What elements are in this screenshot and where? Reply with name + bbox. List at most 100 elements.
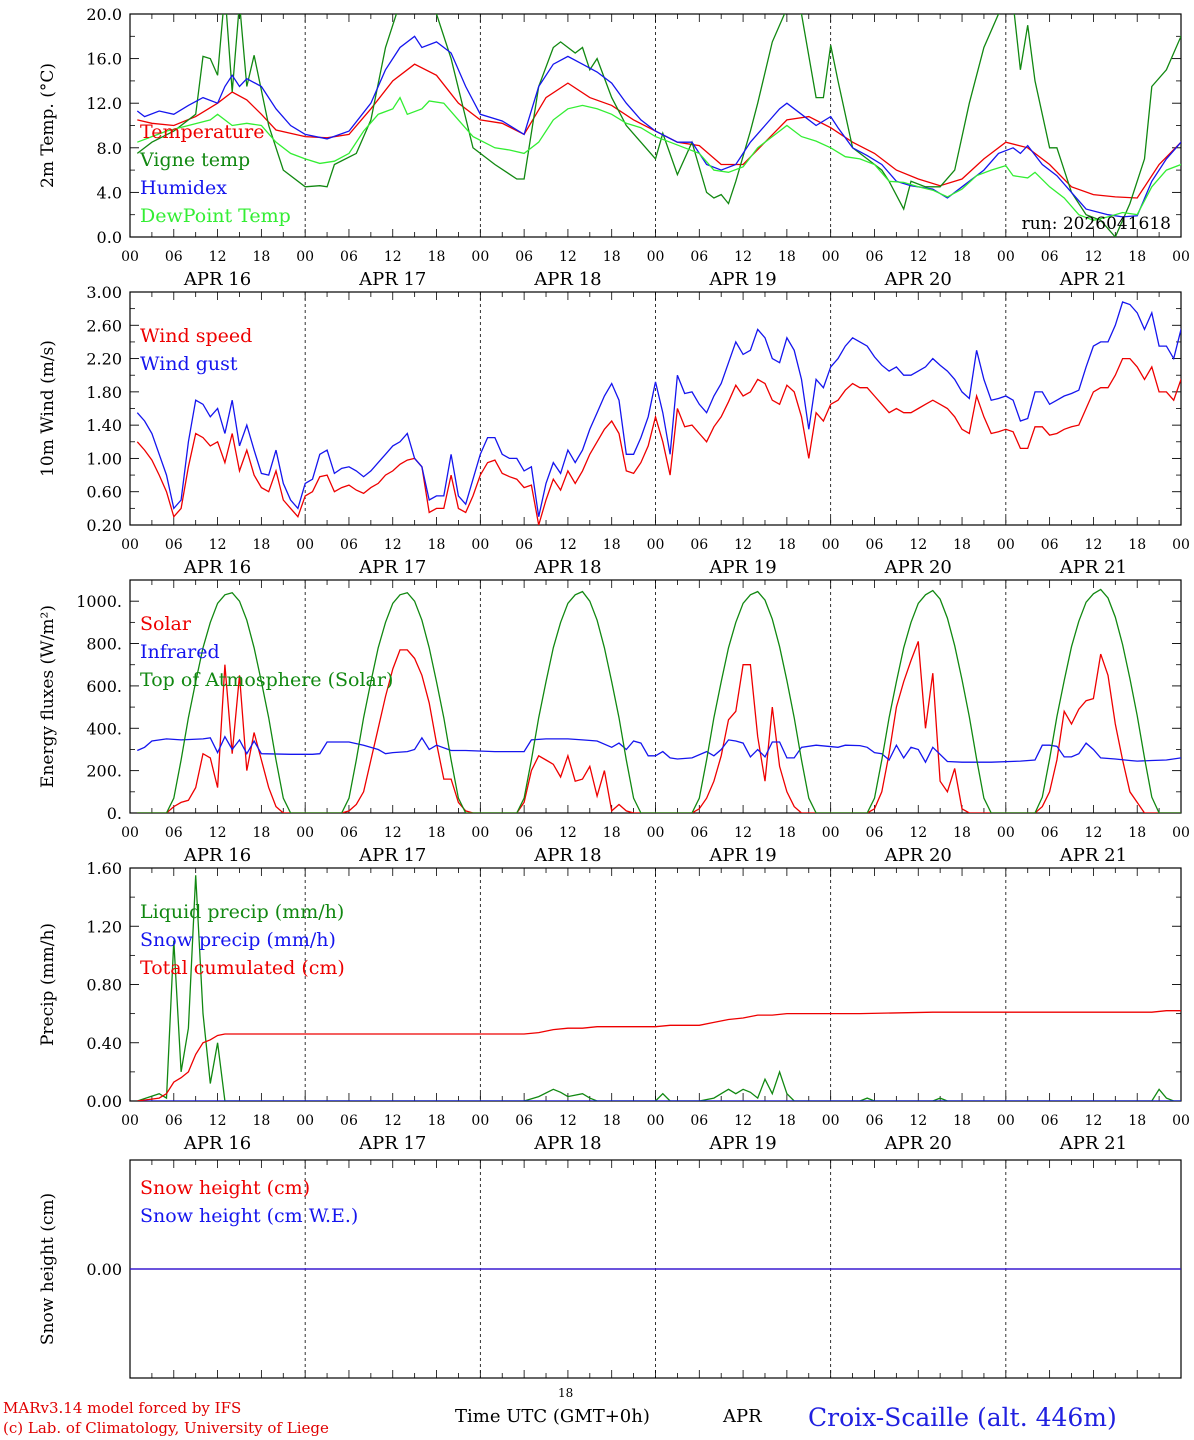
day-label: APR 18 (533, 269, 601, 290)
day-label: APR 20 (884, 1133, 952, 1154)
y-axis-label: Precip (mm/h) (38, 923, 58, 1046)
x-tick-label: 06 (165, 825, 183, 841)
x-axis-title: Time UTC (GMT+0h) (455, 1406, 650, 1427)
x-tick-label: 18 (953, 249, 971, 265)
x-tick-label: 00 (647, 537, 665, 553)
x-tick-label: 00 (1172, 537, 1190, 553)
y-axis-label: 2m Temp. (°C) (38, 63, 58, 188)
y-axis-label: Energy fluxes (W/m²) (38, 605, 58, 788)
day-label: APR 17 (358, 269, 426, 290)
legend-entry: Solar (140, 613, 192, 635)
x-tick-label: 06 (690, 249, 708, 265)
x-tick-label: 12 (909, 249, 927, 265)
day-label: APR 19 (708, 557, 776, 578)
legend-entry: Vigne temp (139, 149, 250, 171)
x-tick-label: 06 (690, 825, 708, 841)
x-tick-label: 12 (209, 1113, 227, 1129)
x-axis-month: APR (723, 1406, 762, 1427)
y-axis-label: Snow height (cm) (38, 1193, 58, 1345)
day-label: APR 21 (1059, 845, 1127, 866)
x-tick-label: 12 (1085, 249, 1103, 265)
x-tick-label: 18 (778, 825, 796, 841)
x-tick-label: 06 (340, 249, 358, 265)
x-tick-label: 12 (209, 825, 227, 841)
x-tick-label: 06 (1041, 1113, 1059, 1129)
x-tick-label: 00 (997, 537, 1015, 553)
x-tick-label: 06 (340, 1113, 358, 1129)
run-annotation: run: 2026041618 (1022, 214, 1171, 234)
x-tick-label: 18 (603, 249, 621, 265)
x-tick-label: 18 (428, 825, 446, 841)
day-label: APR 21 (1059, 1133, 1127, 1154)
x-tick-label: 18 (778, 1113, 796, 1129)
y-tick-label: 1.60 (86, 859, 122, 878)
legend-entry: Snow height (cm W.E.) (140, 1205, 358, 1227)
x-tick-label: 18 (252, 249, 270, 265)
x-tick-label: 06 (690, 537, 708, 553)
y-tick-label: 4.0 (97, 183, 122, 202)
plot-frame (129, 13, 1182, 238)
day-label: APR 18 (533, 845, 601, 866)
chart-wind: 0.20 0.60 1.00 1.40 1.80 2.20 2.60 3.00 10m Wind… (38, 283, 1190, 578)
x-tick-label: 00 (121, 1113, 139, 1129)
series-line-vigne-temp (136, 14, 1181, 237)
x-tick-label: 12 (209, 537, 227, 553)
day-label: APR 17 (358, 557, 426, 578)
x-tick-label: 12 (559, 825, 577, 841)
station-title: Croix-Scaille (alt. 446m) (808, 1403, 1117, 1432)
y-tick-label: 0.0 (97, 228, 122, 247)
model-credit: MARv3.14 model forced by IFS (3, 1399, 242, 1417)
legend-entry: Temperature (140, 121, 264, 143)
meteogram-charts: 0.0 4.0 8.0 12.0 16.0 20.0 2m Temp. (°C) 00 06 12… (38, 5, 1190, 1379)
x-tick-label: 00 (1172, 1113, 1190, 1129)
legend-entry: Wind speed (140, 325, 252, 347)
day-label: APR 20 (884, 557, 952, 578)
x-tick-label: 00 (822, 825, 840, 841)
x-tick-label: 00 (471, 825, 489, 841)
y-tick-label: 8.0 (97, 139, 122, 158)
x-tick-label: 00 (822, 249, 840, 265)
day-label: APR 20 (884, 269, 952, 290)
lab-credit: (c) Lab. of Climatology, University of L… (3, 1419, 329, 1437)
x-tick-label: 00 (997, 249, 1015, 265)
legend-entry: Infrared (140, 641, 220, 663)
day-label: APR 16 (183, 845, 251, 866)
x-tick-label: 12 (209, 249, 227, 265)
x-tick-label: 12 (734, 537, 752, 553)
day-label: APR 17 (358, 845, 426, 866)
legend-entry: Humidex (140, 177, 227, 199)
series-line-total-cumulated-cm- (137, 1010, 1181, 1101)
x-tick-label: 06 (1041, 537, 1059, 553)
series-line-infrared (137, 735, 1181, 764)
x-tick-label: 00 (471, 537, 489, 553)
x-tick-label: 18 (603, 1113, 621, 1129)
y-tick-label: 400. (86, 719, 122, 738)
x-tick-label: 06 (866, 1113, 884, 1129)
legend-entry: DewPoint Temp (140, 205, 291, 227)
x-tick-label: 00 (296, 249, 314, 265)
x-tick-label: 18 (252, 537, 270, 553)
series-line-dewpoint-temp (137, 96, 1181, 221)
x-tick-label: 00 (997, 825, 1015, 841)
x-tick-label: 18 (428, 249, 446, 265)
x-tick-label: 18 (603, 537, 621, 553)
x-tick-label: 00 (997, 1113, 1015, 1129)
y-tick-label: 1.20 (86, 917, 122, 936)
x-tick-label: 12 (559, 537, 577, 553)
x-tick-label: 00 (1172, 825, 1190, 841)
x-tick-label: 12 (1085, 1113, 1103, 1129)
chart-precip: 0.00 0.40 0.80 1.20 1.60 Precip (mm/h) 00 06 12 1… (38, 859, 1190, 1154)
y-axis-label: 10m Wind (m/s) (38, 340, 58, 477)
x-tick-label: 00 (471, 249, 489, 265)
x-tick-label: 06 (1041, 825, 1059, 841)
day-label: APR 18 (533, 557, 601, 578)
x-tick-label: 06 (1041, 249, 1059, 265)
x-tick-label: 12 (1085, 825, 1103, 841)
y-tick-label: 800. (86, 635, 122, 654)
y-tick-label: 1.80 (86, 383, 122, 402)
x-tick-label: 00 (296, 1113, 314, 1129)
y-tick-label: 0. (107, 804, 122, 823)
x-tick-label: 06 (515, 537, 533, 553)
day-label: APR 21 (1059, 269, 1127, 290)
